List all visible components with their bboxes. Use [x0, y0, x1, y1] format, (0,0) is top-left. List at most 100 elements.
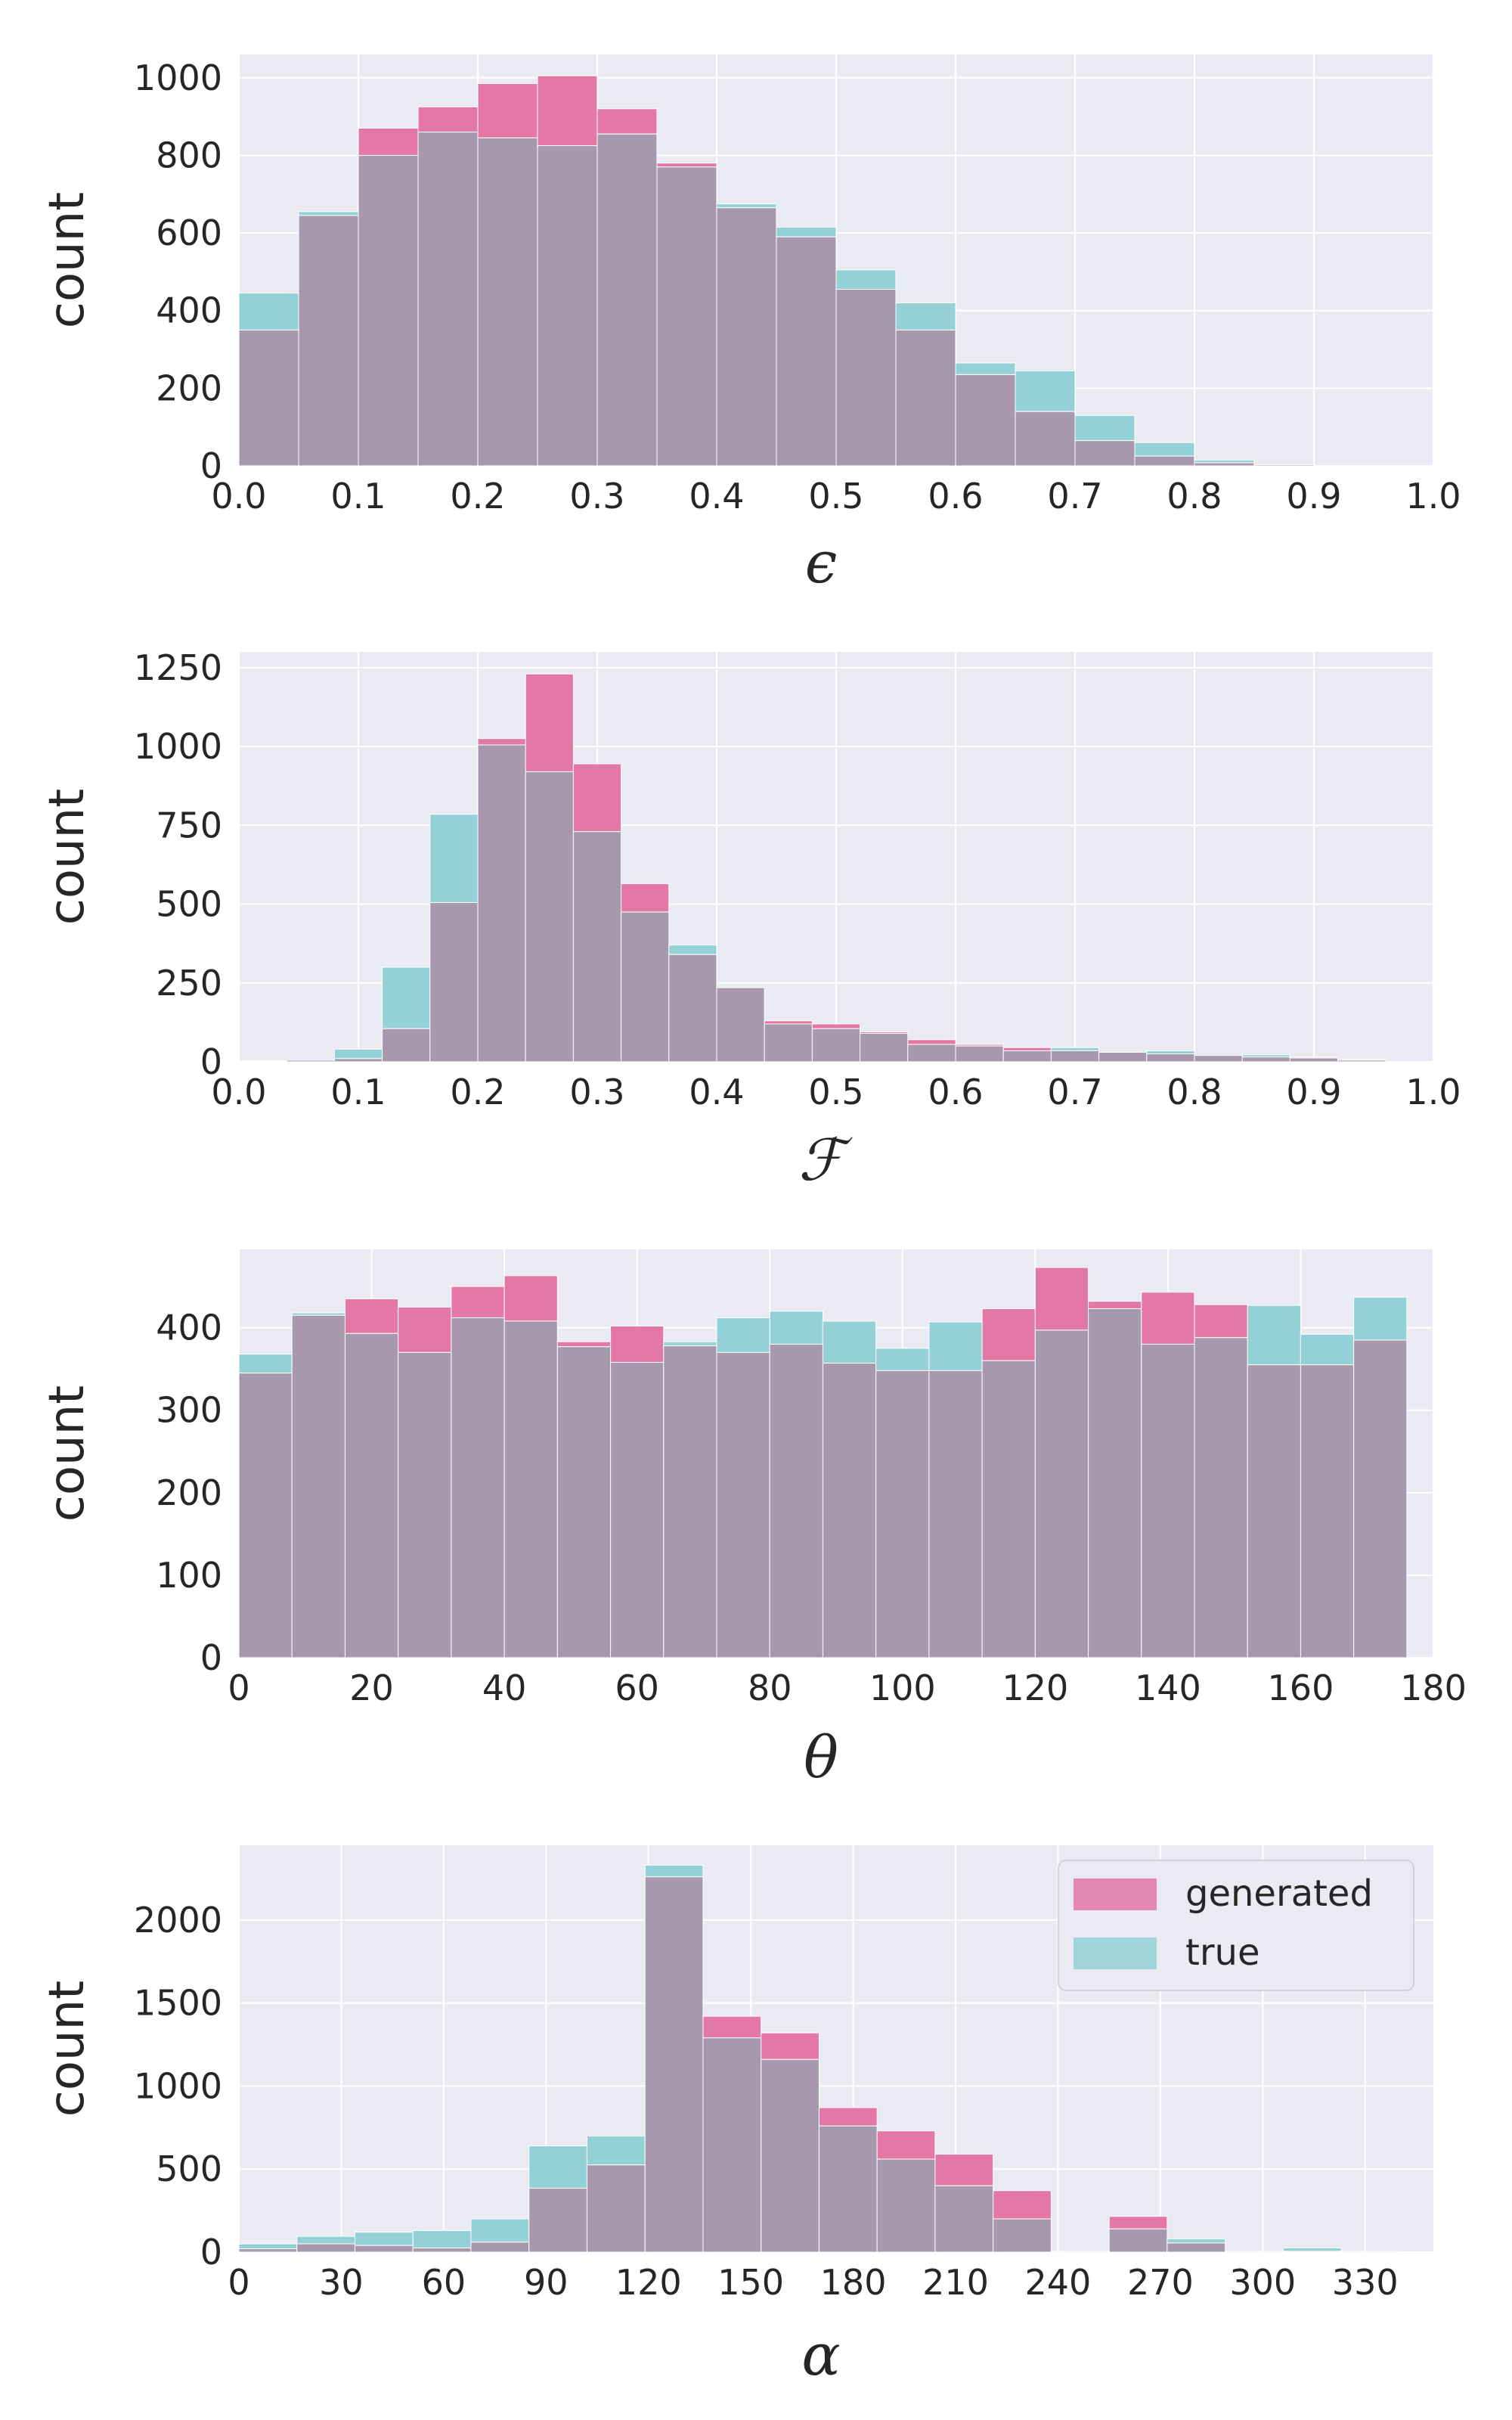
panel-epsilon: 0.0 0.1 0.2 0.3 0.4 0.5 0.6 0.7 0.8 0.9 1.0 0 200 400…: [39, 54, 1461, 596]
x-tick-label: 300: [1229, 2262, 1296, 2303]
y-tick-label: 0: [200, 445, 222, 486]
bar-generated: [477, 82, 538, 138]
x-tick-label: 0.8: [1167, 476, 1222, 517]
bar-overlap: [344, 1333, 399, 1658]
y-tick-label: 200: [156, 1472, 222, 1513]
bar-generated: [876, 2130, 936, 2160]
bar-overlap: [1241, 1056, 1290, 1063]
bar-true: [586, 2135, 646, 2166]
bar-generated: [1002, 1047, 1052, 1051]
y-tick-label: 250: [156, 963, 222, 1004]
x-tick-label: 0.1: [330, 1072, 386, 1112]
x-tick-label: 0.7: [1047, 1072, 1102, 1112]
x-tick-label: 1.0: [1405, 1072, 1461, 1112]
x-axis-label: ϵ: [805, 529, 838, 596]
y-axis-label: count: [39, 1981, 95, 2118]
x-tick-label: 0.4: [689, 476, 744, 517]
bar-true: [1074, 414, 1136, 442]
bar-true: [955, 362, 1016, 375]
x-tick-label: 0.3: [569, 1072, 624, 1112]
bar-overlap: [993, 2218, 1052, 2253]
legend-swatch-generated: [1074, 1879, 1157, 1910]
bar-generated: [907, 1039, 956, 1045]
bar-overlap: [238, 2248, 298, 2253]
x-tick-label: 1.0: [1405, 476, 1461, 517]
bar-overlap: [895, 329, 956, 467]
bar-overlap: [1300, 1364, 1355, 1658]
bar-true: [928, 1321, 983, 1371]
x-tick-label: 120: [1002, 1668, 1068, 1708]
bar-overlap: [296, 2243, 355, 2253]
x-tick-label: 100: [869, 1668, 936, 1708]
bar-overlap: [298, 215, 359, 467]
x-tick-label: 40: [482, 1668, 527, 1708]
bar-generated: [398, 1306, 452, 1353]
bar-generated: [358, 128, 419, 156]
bar-true: [1282, 2248, 1342, 2252]
bar-overlap: [1088, 1308, 1142, 1658]
bar-generated: [451, 1286, 505, 1319]
x-tick-label: 270: [1127, 2262, 1194, 2303]
bar-overlap: [716, 207, 777, 467]
y-axis-label: count: [39, 789, 95, 926]
x-tick-label: 0.9: [1286, 476, 1341, 517]
x-tick-label: 0.8: [1167, 1072, 1222, 1112]
bar-overlap: [596, 133, 658, 467]
y-tick-label: 500: [156, 884, 222, 925]
bar-overlap: [668, 954, 717, 1063]
x-tick-label: 60: [615, 1668, 659, 1708]
x-tick-label: 180: [1400, 1668, 1467, 1708]
y-tick-label: 0: [200, 2232, 222, 2273]
bar-overlap: [1194, 1055, 1243, 1063]
bar-generated: [993, 2190, 1052, 2220]
bar-true: [668, 945, 717, 955]
bar-overlap: [1247, 1364, 1301, 1658]
bar-overlap: [238, 1373, 293, 1658]
bar-true: [1050, 1047, 1100, 1051]
bar-overlap: [875, 1370, 930, 1658]
bar-true: [528, 2145, 587, 2189]
bar-true: [1353, 1296, 1408, 1341]
bar-generated: [537, 75, 598, 147]
bar-overlap: [1034, 1329, 1089, 1658]
bar-overlap: [955, 1045, 1004, 1063]
x-tick-label: 60: [422, 2262, 466, 2303]
bar-overlap: [822, 1363, 877, 1658]
bar-overlap: [934, 2185, 994, 2253]
bar-true: [1015, 370, 1076, 412]
bar-overlap: [572, 831, 622, 1063]
legend: generated true: [1058, 1860, 1414, 1991]
y-tick-label: 1000: [134, 726, 222, 767]
bar-overlap: [644, 1876, 704, 2253]
bar-true: [1134, 442, 1195, 457]
x-axis-label: α: [801, 2321, 840, 2388]
bar-overlap: [291, 1314, 345, 1658]
bar-overlap: [1353, 1339, 1408, 1658]
bar-true: [238, 2243, 298, 2250]
x-tick-label: 0: [228, 2262, 249, 2303]
bar-true: [1194, 459, 1255, 464]
x-tick-label: 0.7: [1047, 476, 1102, 517]
x-tick-label: 0.1: [330, 476, 386, 517]
bar-overlap: [716, 1351, 770, 1658]
bar-overlap: [477, 744, 526, 1063]
bar-overlap: [663, 1345, 717, 1658]
y-tick-label: 400: [156, 290, 222, 331]
x-tick-label: 140: [1135, 1668, 1201, 1708]
panel-theta: 0 20 40 60 80 100 120 140 160 180 0 100 200 300 400 cou…: [39, 1249, 1467, 1791]
bar-overlap: [702, 2037, 762, 2253]
x-tick-label: 240: [1025, 2262, 1092, 2303]
bar-true: [776, 226, 837, 237]
x-tick-label: 0.5: [808, 476, 863, 517]
bar-overlap: [761, 2059, 820, 2253]
bar-overlap: [1074, 440, 1136, 467]
x-tick-label: 0.0: [211, 476, 266, 517]
bar-overlap: [412, 2248, 472, 2253]
x-tick-label: 90: [524, 2262, 569, 2303]
bar-overlap: [238, 329, 299, 467]
bar-true: [716, 203, 777, 209]
bar-generated: [811, 1023, 861, 1029]
bar-generated: [1194, 1304, 1248, 1339]
y-tick-label: 500: [156, 2149, 222, 2189]
bar-true: [429, 814, 479, 903]
